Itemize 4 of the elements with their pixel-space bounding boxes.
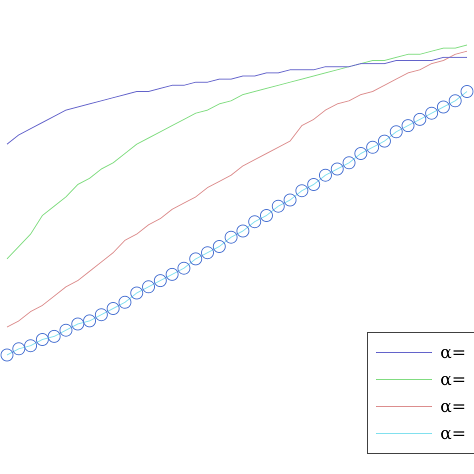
legend-label: α= (440, 424, 466, 444)
legend-label: α= (440, 342, 466, 362)
legend-label: α= (440, 396, 466, 416)
legend-label: α= (440, 370, 466, 390)
